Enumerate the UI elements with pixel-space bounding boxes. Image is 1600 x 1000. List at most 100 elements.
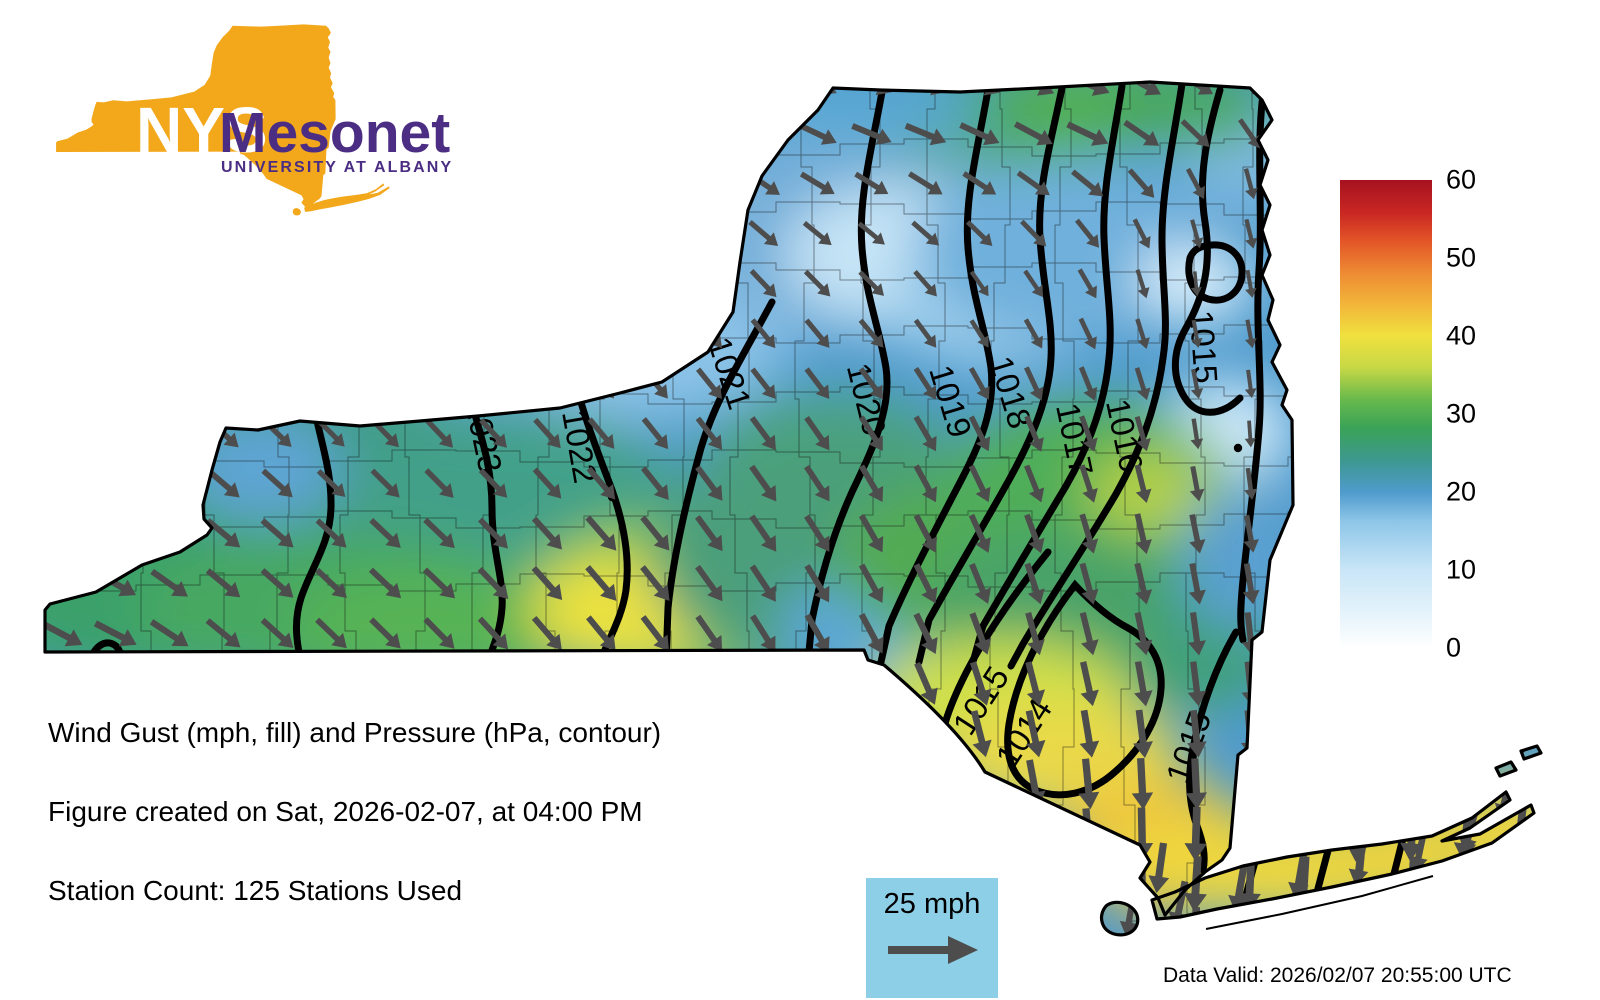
wind-arrow	[45, 418, 78, 448]
wind-arrow	[1297, 514, 1313, 553]
wind-arrow	[1023, 318, 1043, 349]
wind-arrow	[535, 269, 559, 298]
wind-arrow	[262, 368, 292, 398]
wind-arrow	[1079, 513, 1099, 554]
wind-arrow	[262, 268, 292, 298]
wind-arrow	[640, 169, 670, 197]
wind-arrow	[962, 171, 997, 195]
wind-arrow	[860, 811, 884, 856]
wind-arrow	[1298, 368, 1312, 400]
wind-arrow	[858, 367, 884, 400]
wind-arrow	[915, 711, 938, 756]
wind-arrow	[1295, 661, 1315, 707]
wind-arrow	[370, 468, 400, 498]
colorbar-tick-label: 40	[1446, 320, 1477, 351]
wind-arrow	[1400, 757, 1423, 811]
wind-arrow	[750, 663, 776, 703]
wind-arrow	[858, 612, 884, 654]
wind-arrow	[1353, 906, 1363, 935]
wind-arrow	[968, 415, 991, 452]
wind-arrow	[423, 617, 455, 649]
wind-arrow	[1134, 367, 1151, 401]
wind-arrow	[639, 82, 671, 97]
wind-arrow	[1297, 167, 1313, 200]
wind-arrow	[1079, 464, 1098, 503]
wind-arrow	[805, 713, 830, 754]
wind-arrow	[315, 667, 347, 699]
colorbar-gradient	[1340, 180, 1432, 648]
wind-arrow	[1024, 513, 1045, 554]
wind-arrow	[694, 515, 723, 552]
wind-arrow	[1296, 563, 1314, 605]
wind-arrow	[799, 171, 835, 195]
wind-arrow	[1349, 660, 1369, 708]
wind-arrow	[586, 615, 616, 651]
wind-arrow	[914, 662, 938, 705]
wind-arrow	[425, 268, 453, 298]
wind-arrow	[971, 809, 992, 858]
wind-arrow	[1025, 661, 1046, 706]
wind-arrow	[1242, 563, 1260, 605]
wind-arrow	[1407, 907, 1417, 935]
wind-arrow	[915, 810, 938, 857]
wind-arrow	[588, 219, 614, 248]
wind-arrow	[479, 318, 507, 348]
wind-arrow	[858, 270, 885, 296]
wind-arrow	[97, 468, 133, 498]
wind-arrow	[640, 615, 669, 652]
wind-arrow	[1510, 659, 1531, 709]
wind-arrow	[806, 862, 830, 905]
isobar-1014	[1004, 579, 1165, 799]
wind-arrow	[587, 417, 615, 449]
wind-arrow	[208, 218, 238, 248]
wind-arrow	[854, 171, 889, 195]
wind-arrow	[1123, 119, 1160, 146]
wind-arrow	[585, 515, 617, 551]
wind-arrow	[1188, 612, 1206, 656]
wind-arrow	[533, 368, 561, 399]
wind-arrow	[532, 467, 562, 499]
station-count-line: Station Count: 125 Stations Used	[48, 875, 463, 906]
wind-arrow	[1025, 859, 1046, 909]
wind-arrow	[1081, 908, 1093, 935]
isobar-1022	[574, 388, 631, 666]
wind-arrow	[695, 614, 723, 652]
wind-arrow	[46, 167, 76, 199]
wind-arrow	[1185, 758, 1207, 810]
isobar-1023	[468, 400, 506, 666]
wind-arrow	[262, 318, 292, 348]
isobar-label: 1015	[1183, 309, 1225, 385]
wind-arrow	[1189, 466, 1205, 502]
wind-arrow	[1079, 612, 1099, 656]
wind-arrow	[749, 514, 777, 552]
wind-arrow	[1299, 906, 1309, 935]
wind-arrow	[1080, 661, 1099, 707]
wind-arrow	[316, 469, 346, 497]
wind-reference-label: 25 mph	[883, 888, 981, 920]
wind-arrow	[696, 367, 722, 399]
wind-arrow	[913, 612, 938, 655]
colorbar-tick-label: 60	[1446, 164, 1477, 195]
wind-arrow	[1244, 218, 1258, 249]
wind-arrow	[1079, 415, 1098, 452]
wind-arrow	[1077, 268, 1097, 299]
wind-arrow	[804, 564, 830, 603]
wind-arrow	[1134, 513, 1152, 555]
wind-arrow	[1399, 82, 1423, 100]
wind-arrow	[205, 668, 241, 698]
wind-arrow	[45, 468, 79, 498]
wind-arrow	[315, 617, 347, 649]
wind-arrow	[534, 318, 560, 348]
wind-arrow	[154, 268, 184, 298]
wind-arrow	[913, 563, 938, 604]
wind-arrow	[1244, 420, 1256, 448]
wind-arrow	[586, 665, 616, 701]
wind-arrow	[45, 669, 82, 697]
wind-arrow	[587, 169, 615, 197]
wind-arrow	[1298, 318, 1312, 350]
wind-arrow	[915, 760, 938, 807]
wind-arrow	[98, 418, 132, 448]
wind-arrow	[45, 317, 77, 349]
wind-arrow	[1026, 909, 1040, 935]
wind-arrow	[1246, 907, 1255, 935]
